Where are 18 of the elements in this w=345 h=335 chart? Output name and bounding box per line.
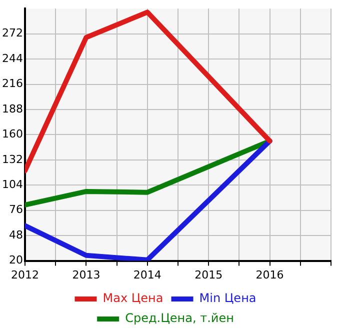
y-tick-label: 160	[2, 128, 23, 141]
y-tick-label: 244	[2, 52, 23, 65]
y-tick-label: 76	[8, 203, 23, 216]
x-tick-label: 2014	[133, 268, 162, 282]
y-tick-label: 132	[2, 152, 23, 166]
legend-label: Max Цена	[102, 291, 164, 306]
x-tick-label: 2012	[10, 268, 39, 282]
y-tick-label: 272	[2, 26, 23, 40]
x-tick-label: 2015	[194, 268, 223, 282]
x-tick-label: 2016	[256, 268, 284, 282]
y-tick-label: 188	[2, 102, 23, 116]
x-tick-label: 2013	[72, 268, 100, 282]
y-tick-label: 216	[2, 77, 23, 90]
y-tick-label: 104	[2, 178, 23, 191]
y-tick-label: 48	[8, 228, 23, 242]
y-tick-label: 20	[8, 254, 23, 267]
legend-label: Min Цена	[199, 291, 256, 306]
legend-label: Сред.Цена, т.йен	[125, 311, 234, 326]
